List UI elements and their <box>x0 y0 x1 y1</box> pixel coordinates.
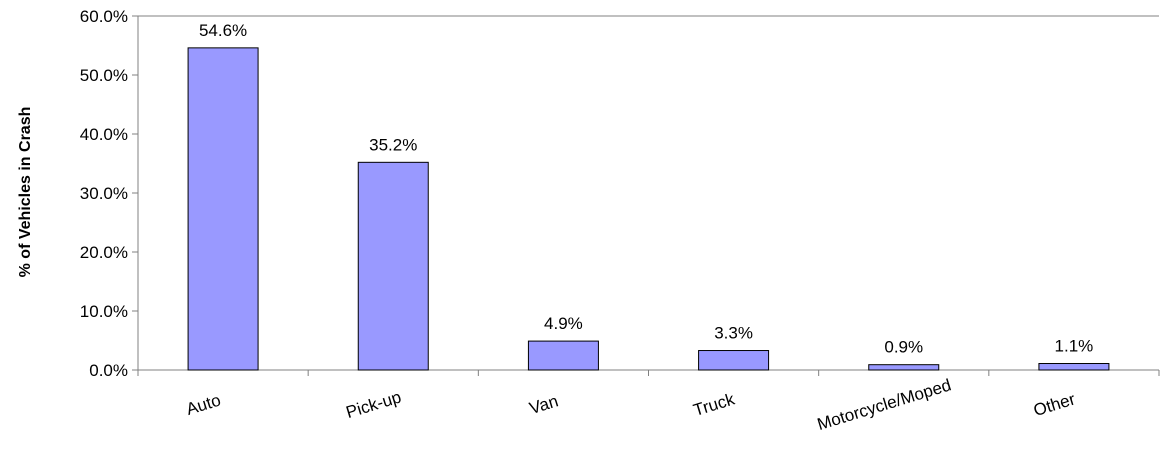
y-tick-label: 50.0% <box>80 66 128 85</box>
bar <box>1038 363 1110 371</box>
bar <box>187 47 259 371</box>
y-axis: 0.0% 10.0% 20.0% 30.0% 40.0% 50.0% 60.0% <box>80 7 1159 380</box>
y-axis-title: % of Vehicles in Crash <box>17 107 34 278</box>
y-tick-label: 20.0% <box>80 243 128 262</box>
data-label: 0.9% <box>884 338 923 357</box>
category-label: Auto <box>184 391 223 419</box>
category-label: Van <box>527 391 560 418</box>
data-labels: 54.6% 35.2% 4.9% 3.3% 0.9% 1.1% <box>199 21 1093 357</box>
bars <box>187 47 1110 371</box>
category-label: Other <box>1031 389 1078 420</box>
data-label: 35.2% <box>369 135 417 154</box>
data-label: 3.3% <box>714 324 753 343</box>
category-label: Motorcycle/Moped <box>815 375 953 434</box>
data-label: 4.9% <box>544 314 583 333</box>
y-tick-label: 0.0% <box>89 361 128 380</box>
data-label: 54.6% <box>199 21 247 40</box>
bar <box>698 350 770 371</box>
y-tick-label: 40.0% <box>80 125 128 144</box>
category-label: Pick-up <box>344 387 404 422</box>
y-tick-label: 60.0% <box>80 7 128 26</box>
x-axis <box>137 369 1160 376</box>
category-label: Truck <box>691 389 737 420</box>
bar <box>357 161 429 371</box>
y-tick-label: 30.0% <box>80 184 128 203</box>
bar <box>527 340 599 371</box>
data-label: 1.1% <box>1055 337 1094 356</box>
y-tick-label: 10.0% <box>80 302 128 321</box>
bar <box>868 364 940 371</box>
category-labels: Auto Pick-up Van Truck Motorcycle/Moped Other <box>184 375 1078 434</box>
